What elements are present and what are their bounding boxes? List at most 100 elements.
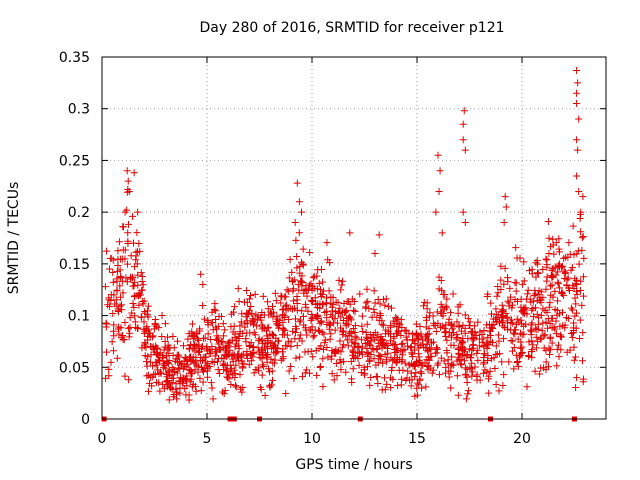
data-point: [123, 167, 131, 175]
data-point: [551, 287, 559, 295]
data-point: [159, 353, 167, 361]
data-point: [453, 330, 461, 338]
data-point: [365, 357, 373, 365]
data-point: [561, 321, 569, 329]
data-point: [409, 362, 417, 370]
data-point: [511, 295, 519, 303]
data-point: [487, 355, 495, 363]
data-point: [292, 354, 300, 362]
data-point: [153, 344, 161, 352]
data-point: [299, 245, 307, 253]
data-point: [291, 304, 299, 312]
data-point: [110, 327, 118, 335]
data-point: [173, 388, 181, 396]
data-point: [544, 218, 552, 226]
data-point: [243, 348, 251, 356]
data-point: [263, 343, 271, 351]
data-point: [327, 330, 335, 338]
data-point: [355, 342, 363, 350]
data-point: [544, 324, 552, 332]
data-point: [110, 321, 118, 329]
data-point: [484, 333, 492, 341]
data-point: [204, 316, 212, 324]
data-point: [289, 277, 297, 285]
data-point: [224, 373, 232, 381]
data-point: [569, 306, 577, 314]
data-point: [166, 371, 174, 379]
data-point: [546, 299, 554, 307]
data-point: [532, 304, 540, 312]
plot-frame: [101, 56, 607, 420]
data-point: [547, 271, 555, 279]
data-point: [468, 334, 476, 342]
data-point: [188, 320, 196, 328]
data-point: [462, 370, 470, 378]
data-point: [417, 369, 425, 377]
data-point: [523, 295, 531, 303]
data-point: [464, 315, 472, 323]
data-point: [214, 334, 222, 342]
data-point: [457, 327, 465, 335]
data-point: [486, 320, 494, 328]
data-point: [448, 320, 456, 328]
data-point: [115, 238, 123, 246]
data-point: [342, 320, 350, 328]
data-point: [453, 357, 461, 365]
data-point: [440, 357, 448, 365]
data-point: [505, 358, 513, 366]
data-point: [237, 353, 245, 361]
data-point: [554, 278, 562, 286]
data-point: [290, 285, 298, 293]
data-point: [228, 352, 236, 360]
data-point: [448, 353, 456, 361]
data-point: [542, 255, 550, 263]
data-point: [303, 292, 311, 300]
data-point: [281, 326, 289, 334]
data-point: [574, 247, 582, 255]
data-point: [291, 218, 299, 226]
data-point: [480, 327, 488, 335]
y-tick-label: 0.35: [59, 50, 90, 66]
data-point: [454, 391, 462, 399]
data-point: [333, 372, 341, 380]
data-point: [193, 361, 201, 369]
data-point: [162, 377, 170, 385]
data-point: [499, 312, 507, 320]
data-point: [572, 324, 580, 332]
data-point: [350, 298, 358, 306]
data-point: [298, 282, 306, 290]
data-point: [448, 325, 456, 333]
data-point: [573, 100, 581, 108]
data-point: [189, 345, 197, 353]
data-point: [139, 300, 147, 308]
data-point: [129, 299, 137, 307]
data-point: [483, 321, 491, 329]
data-point: [218, 354, 226, 362]
data-point: [382, 342, 390, 350]
data-point: [539, 265, 547, 273]
data-point: [457, 360, 465, 368]
data-point: [543, 256, 551, 264]
data-point: [497, 276, 505, 284]
data-point: [447, 321, 455, 329]
data-point: [203, 362, 211, 370]
data-point: [422, 323, 430, 331]
data-point: [358, 336, 366, 344]
data-point: [546, 334, 554, 342]
data-point: [209, 395, 217, 403]
data-point: [537, 311, 545, 319]
data-point: [509, 347, 517, 355]
data-point: [371, 299, 379, 307]
data-point: [232, 383, 240, 391]
data-point: [199, 281, 207, 289]
data-point: [531, 367, 539, 375]
data-point: [261, 392, 269, 400]
data-point: [114, 262, 122, 270]
data-point: [302, 286, 310, 294]
data-point: [572, 300, 580, 308]
data-point: [110, 291, 118, 299]
data-point: [417, 361, 425, 369]
data-point: [227, 323, 235, 331]
data-point: [199, 378, 207, 386]
data-point: [233, 354, 241, 362]
